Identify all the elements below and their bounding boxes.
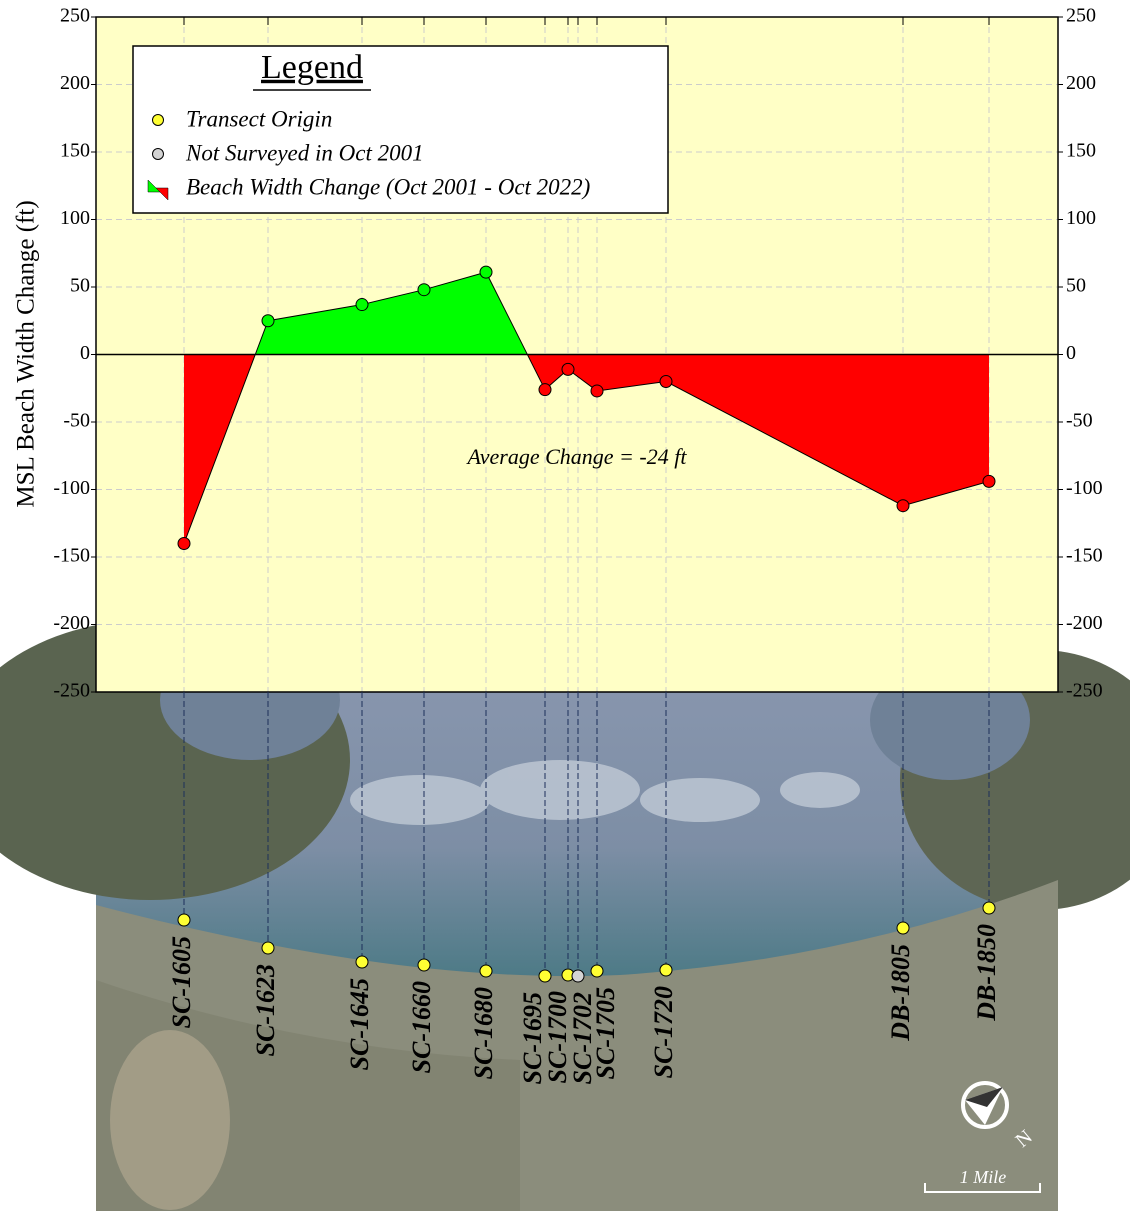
y-tick-label: 50 <box>70 275 90 297</box>
y-tick-label-right: -150 <box>1066 545 1103 567</box>
y-tick-label-right: 200 <box>1066 72 1096 94</box>
transect-origin <box>897 922 909 934</box>
transect-label: SC-1645 <box>345 978 374 1070</box>
legend-label: Not Surveyed in Oct 2001 <box>185 140 424 165</box>
y-tick-label: -150 <box>53 545 90 567</box>
transect-origin <box>418 959 430 971</box>
transect-origin <box>178 914 190 926</box>
scale-label: 1 Mile <box>960 1167 1007 1187</box>
transect-label: SC-1660 <box>407 981 436 1073</box>
y-axis-label: MSL Beach Width Change (ft) <box>13 200 40 507</box>
data-point <box>178 538 190 550</box>
y-tick-label: 250 <box>60 5 90 27</box>
transect-origin <box>480 965 492 977</box>
y-tick-label-right: 250 <box>1066 5 1096 27</box>
transect-origin <box>572 970 584 982</box>
transect-label: SC-1623 <box>251 964 280 1056</box>
legend-label: Beach Width Change (Oct 2001 - Oct 2022) <box>186 174 590 199</box>
data-point <box>418 284 430 296</box>
y-tick-label: 200 <box>60 72 90 94</box>
data-point <box>539 384 551 396</box>
y-tick-label-right: 0 <box>1066 342 1076 364</box>
y-tick-label: -50 <box>63 410 90 432</box>
transect-origin <box>591 965 603 977</box>
data-point <box>897 500 909 512</box>
y-tick-label: -100 <box>53 477 90 499</box>
y-tick-label-right: 150 <box>1066 140 1096 162</box>
legend-swatch <box>153 115 164 126</box>
transect-origin <box>262 942 274 954</box>
y-tick-label: -200 <box>53 612 90 634</box>
data-point <box>591 385 603 397</box>
y-tick-label: 150 <box>60 140 90 162</box>
annotation: Average Change = -24 ft <box>466 444 688 469</box>
y-tick-label-right: -250 <box>1066 680 1103 702</box>
transect-label: SC-1705 <box>591 987 620 1079</box>
map <box>0 620 1130 1211</box>
legend-swatch <box>153 149 164 160</box>
transect-origin <box>660 964 672 976</box>
data-point <box>356 299 368 311</box>
transect-label: SC-1720 <box>649 986 678 1078</box>
page: {"chart_data":{"type":"area","y_label":"… <box>0 0 1130 1211</box>
y-tick-label-right: 50 <box>1066 275 1086 297</box>
data-point <box>983 475 995 487</box>
y-tick-label: 100 <box>60 207 90 229</box>
transect-label: DB-1850 <box>972 924 1001 1022</box>
data-point <box>480 266 492 278</box>
legend-title: Legend <box>261 49 363 86</box>
data-point <box>562 363 574 375</box>
legend: Legend Transect Origin Not Surveyed in O… <box>133 46 668 213</box>
legend-label: Transect Origin <box>186 106 332 131</box>
transect-label: DB-1805 <box>886 944 915 1042</box>
y-tick-label-right: -50 <box>1066 410 1093 432</box>
y-tick-label-right: -200 <box>1066 612 1103 634</box>
transect-origin <box>983 902 995 914</box>
y-tick-label-right: 100 <box>1066 207 1096 229</box>
data-point <box>262 315 274 327</box>
transect-label: SC-1680 <box>469 987 498 1079</box>
chart: MSL Beach Width Change (ft) Average Chan… <box>0 0 1130 1211</box>
transect-origin <box>539 970 551 982</box>
transect-label: SC-1605 <box>167 936 196 1028</box>
y-tick-label-right: -100 <box>1066 477 1103 499</box>
transect-origin <box>356 956 368 968</box>
data-point <box>660 376 672 388</box>
y-tick-label: -250 <box>53 680 90 702</box>
y-tick-label: 0 <box>80 342 90 364</box>
